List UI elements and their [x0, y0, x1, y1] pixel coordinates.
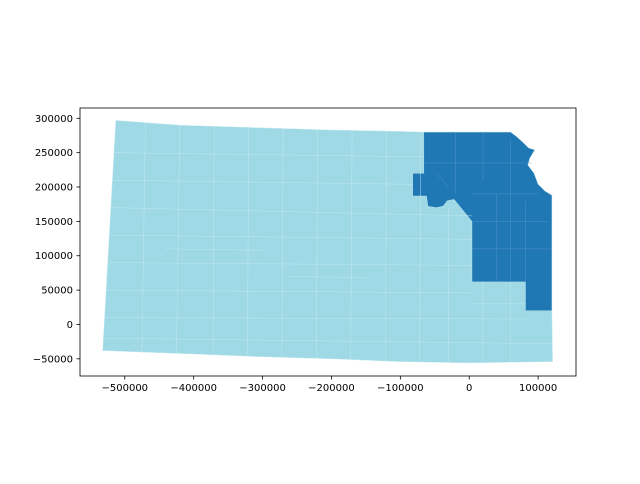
y-tick-label: −50000 — [33, 354, 73, 365]
x-tick-label: 0 — [466, 383, 472, 394]
county-boundary — [103, 337, 552, 344]
y-tick-label: 100000 — [35, 251, 73, 262]
regions-layer — [102, 120, 553, 364]
x-tick-label: −500000 — [101, 383, 148, 394]
county-boundary — [290, 276, 366, 278]
county-boundary — [212, 125, 215, 355]
county-boundary — [114, 152, 424, 158]
county-boundary — [110, 207, 473, 217]
y-tick-label: 250000 — [35, 148, 73, 159]
y-axis: −50000 0 50000 100000 150000 200000 250000 3000… — [33, 114, 80, 365]
county-boundary — [106, 289, 473, 294]
x-axis: −500000 −400000 −300000 −200000 −100000 0 1000… — [101, 376, 557, 394]
x-tick-label: 100000 — [519, 383, 557, 394]
x-tick-label: −300000 — [239, 383, 286, 394]
y-tick-label: 150000 — [35, 217, 73, 228]
county-boundary — [176, 124, 181, 354]
county-boundary — [108, 234, 473, 240]
x-tick-label: −100000 — [377, 383, 424, 394]
y-tick-label: 200000 — [35, 183, 73, 194]
axes-frame — [79, 107, 577, 377]
county-boundary — [141, 123, 146, 353]
y-tick-label: 0 — [67, 320, 73, 331]
county-boundary — [384, 131, 387, 361]
county-boundary — [419, 132, 422, 361]
y-tick-label: 300000 — [35, 114, 73, 125]
county-boundary — [107, 262, 473, 266]
county-boundary — [166, 248, 263, 251]
county-boundary-highlight — [436, 173, 449, 188]
county-lines-layer — [103, 123, 552, 363]
county-boundary — [104, 317, 526, 320]
x-tick-label: −200000 — [308, 383, 355, 394]
county-boundary — [112, 179, 413, 185]
county-boundary — [350, 130, 353, 360]
y-tick-label: 50000 — [41, 286, 73, 297]
county-boundary — [281, 128, 284, 357]
county-boundary — [316, 129, 318, 359]
x-tick-label: −400000 — [170, 383, 217, 394]
